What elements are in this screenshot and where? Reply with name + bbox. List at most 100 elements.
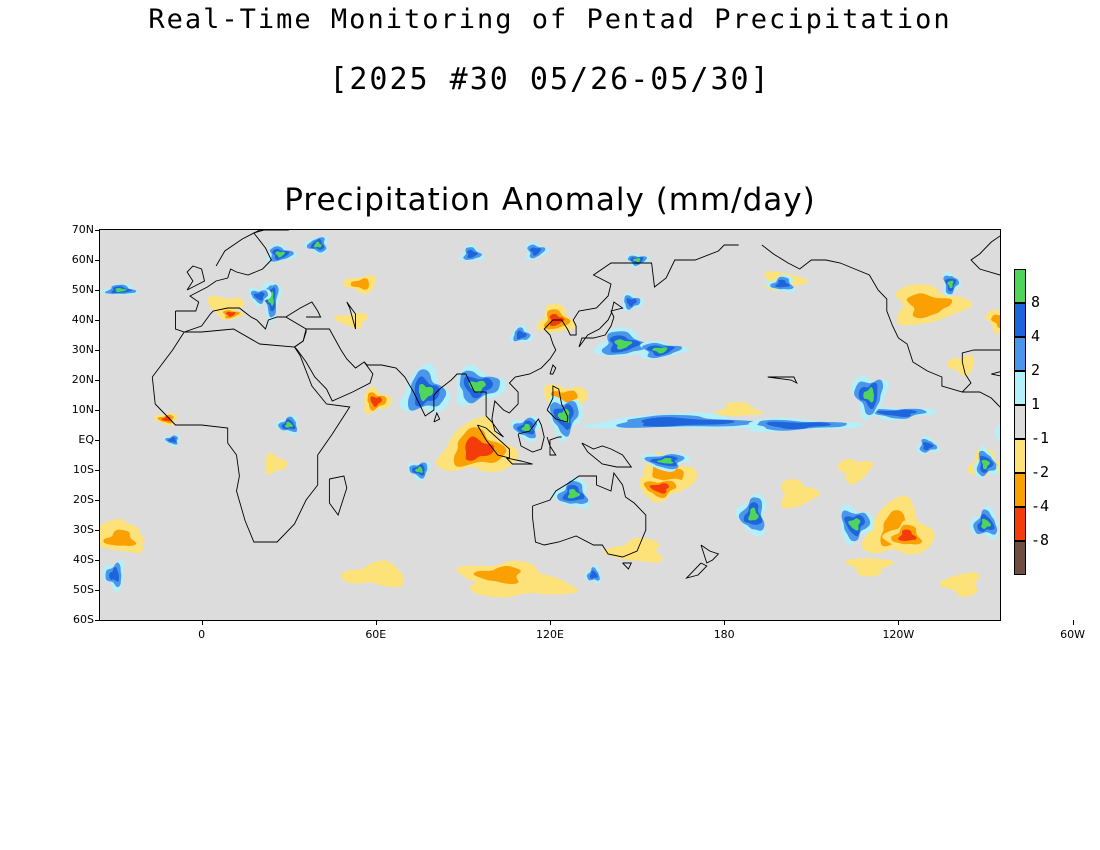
lat-tick <box>95 350 100 351</box>
colorbar-label: 2 <box>1031 361 1041 379</box>
lat-tick-label: 60S <box>73 613 94 626</box>
anomaly-region <box>898 529 917 541</box>
lat-tick-label: 70N <box>71 223 94 236</box>
coastline <box>578 301 624 348</box>
lat-tick <box>95 440 100 441</box>
colorbar-label: 1 <box>1031 395 1041 413</box>
lat-tick <box>95 380 100 381</box>
coastline <box>761 244 1000 408</box>
colorbar-swatch <box>1014 337 1026 371</box>
coastline <box>506 457 533 465</box>
anomaly-map <box>100 230 1000 620</box>
anomaly-region <box>275 251 285 258</box>
anomaly-region <box>981 459 990 470</box>
anomaly-region <box>906 293 953 319</box>
anomaly-region <box>225 311 236 317</box>
anomaly-region <box>991 314 1000 329</box>
anomaly-region <box>633 257 641 263</box>
anomaly-region <box>994 423 1000 442</box>
anomaly-region <box>715 402 763 416</box>
lon-tick-label: 60E <box>365 628 387 641</box>
anomaly-region <box>626 298 637 307</box>
colorbar-swatch <box>1014 371 1026 405</box>
coastline <box>767 376 798 385</box>
lat-tick-label: EQ <box>78 433 94 446</box>
coastline <box>961 235 1000 393</box>
coastline <box>363 244 739 438</box>
colorbar-label: -8 <box>1031 531 1050 549</box>
anomaly-region <box>467 249 478 259</box>
coastlines <box>151 230 1000 579</box>
lon-tick <box>1072 620 1074 625</box>
anomaly-region <box>473 565 521 585</box>
anomaly-region <box>340 560 404 588</box>
anomaly-region <box>748 507 759 521</box>
lat-tick <box>95 470 100 471</box>
anomaly-region <box>370 396 382 407</box>
lon-tick <box>375 620 377 625</box>
anomaly-region <box>557 408 570 424</box>
lat-tick-label: 20N <box>71 373 94 386</box>
anomaly-region <box>876 409 917 418</box>
coastline <box>151 328 351 543</box>
lat-tick-label: 40N <box>71 313 94 326</box>
lat-tick <box>95 560 100 561</box>
anomaly-region <box>253 291 265 301</box>
anomaly-region <box>550 390 578 409</box>
lat-tick <box>95 260 100 261</box>
colorbar-swatch <box>1014 541 1026 575</box>
lon-tick-label: 120E <box>536 628 564 641</box>
anomaly-region <box>465 436 495 461</box>
lat-tick-label: 10S <box>73 463 94 476</box>
colorbar-label: -2 <box>1031 463 1050 481</box>
period-label: [2025 #30 05/26-05/30] <box>329 62 771 97</box>
anomaly-region <box>207 295 245 317</box>
anomaly-region <box>468 380 486 394</box>
coastline <box>546 385 568 423</box>
colorbar-swatch <box>1014 473 1026 507</box>
lon-tick-label: 0 <box>198 628 206 641</box>
lat-tick <box>95 530 100 531</box>
lon-tick-label: 120W <box>882 628 915 641</box>
coastline <box>215 230 289 267</box>
colorbar-swatch <box>1014 405 1026 439</box>
anomaly-region <box>167 437 177 443</box>
colorbar-swatch <box>1014 269 1026 303</box>
lon-tick-label: 60W <box>1060 628 1086 641</box>
anomaly-region <box>334 312 369 329</box>
coastline <box>175 230 289 312</box>
coastline <box>700 544 720 564</box>
colorbar-swatch <box>1014 507 1026 541</box>
anomaly-region <box>350 278 370 290</box>
anomaly-region <box>652 347 668 354</box>
colorbar-label: -4 <box>1031 497 1050 515</box>
lon-tick <box>550 620 551 625</box>
coastline <box>293 328 374 402</box>
anomaly-region <box>939 572 980 597</box>
anomaly-regions <box>100 236 1000 598</box>
coastline <box>546 436 562 456</box>
coastline <box>285 301 322 318</box>
anomaly-region <box>415 466 423 473</box>
lat-tick-label: 10N <box>71 403 94 416</box>
lat-tick <box>95 500 100 501</box>
lon-tick <box>898 620 900 625</box>
map-title: Precipitation Anomaly (mm/day) <box>284 182 816 218</box>
coastline <box>477 424 510 459</box>
anomaly-region <box>947 280 954 289</box>
anomaly-region <box>264 452 288 475</box>
page-title: Real-Time Monitoring of Pentad Precipita… <box>148 4 952 35</box>
coastline <box>186 265 206 291</box>
coastline <box>581 442 633 468</box>
colorbar-swatch <box>1014 439 1026 473</box>
lat-tick-label: 60N <box>71 253 94 266</box>
anomaly-region <box>603 537 663 563</box>
lat-tick-label: 20S <box>73 493 94 506</box>
anomaly-region <box>284 421 294 428</box>
anomaly-region <box>109 566 119 582</box>
lat-tick <box>95 320 100 321</box>
coastline <box>328 475 348 516</box>
colorbar-label: -1 <box>1031 429 1050 447</box>
coastline <box>517 418 545 453</box>
colorbar-label: 4 <box>1031 327 1041 345</box>
